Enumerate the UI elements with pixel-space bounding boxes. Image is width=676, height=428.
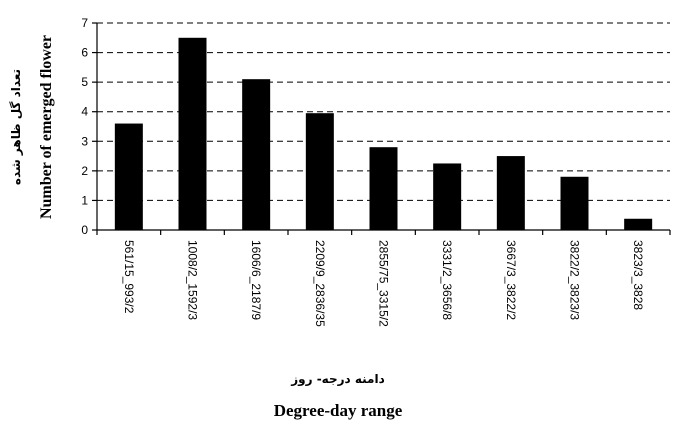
bar xyxy=(242,79,271,230)
x-tick-labels: 561/15_993/2 1008/2_1592/3 1606/6_2187/9 22… xyxy=(122,240,645,327)
y-tick-label: 5 xyxy=(81,75,88,89)
y-tick-label: 6 xyxy=(81,46,88,60)
bar xyxy=(369,147,398,230)
x-tick-label: 3667/3_3822/2 xyxy=(504,240,518,320)
bar xyxy=(114,123,143,230)
bar xyxy=(305,113,334,230)
x-axis-label-persian: دامنه درجه- روز xyxy=(291,372,385,386)
y-tick-label: 4 xyxy=(81,105,88,119)
y-tick-labels: 0 1 2 3 4 5 6 7 xyxy=(81,16,88,237)
y-tick-label: 3 xyxy=(81,134,88,148)
bar xyxy=(624,218,653,230)
x-tick-label: 561/15_993/2 xyxy=(122,240,136,314)
x-tick-label: 2855/75_3315/2 xyxy=(377,240,391,327)
x-axis-label-english: Degree-day range xyxy=(273,401,403,420)
bar xyxy=(433,163,462,230)
axes xyxy=(92,22,671,235)
y-tick-label: 1 xyxy=(81,193,88,207)
y-tick-label: 0 xyxy=(81,223,88,237)
x-tick-label: 1008/2_1592/3 xyxy=(186,240,200,320)
bar xyxy=(496,156,525,230)
y-tick-label: 7 xyxy=(81,16,88,30)
x-tick-label: 3331/2_3656/8 xyxy=(440,240,454,320)
bar xyxy=(178,37,207,231)
y-axis-label-english: Number of emerged flower xyxy=(38,35,55,219)
bars xyxy=(114,37,653,231)
x-tick-label: 2209/9_2836/35 xyxy=(313,240,327,327)
y-axis-label-persian: تعداد گل ظاهر شده xyxy=(9,69,23,185)
bar xyxy=(560,176,589,230)
x-tick-label: 1606/6_2187/9 xyxy=(249,240,263,320)
y-tick-label: 2 xyxy=(81,164,88,178)
x-tick-label: 3822/2_3823/3 xyxy=(568,240,582,320)
x-tick-label: 3823/3_3828 xyxy=(631,240,645,310)
